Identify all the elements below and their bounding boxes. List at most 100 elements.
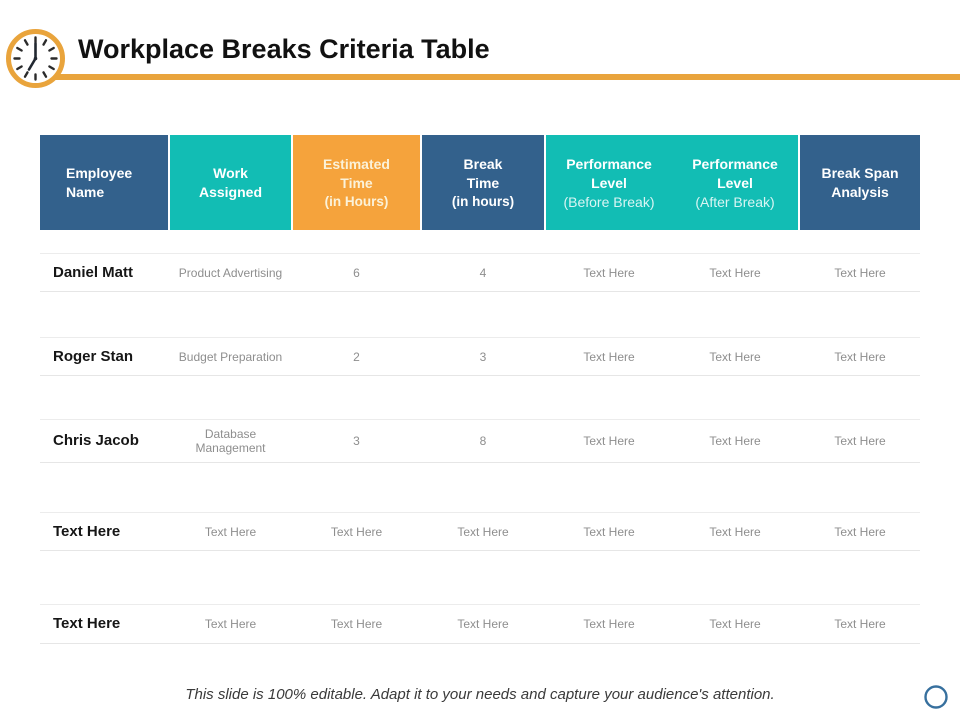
column-header-employee-name: Employee Name: [40, 135, 168, 230]
cell-text: 8: [479, 434, 487, 448]
cell-text: Product Advertising: [178, 265, 283, 280]
employee-name-cell: Daniel Matt: [40, 254, 168, 291]
column-header-sublabel: (in hours): [451, 193, 515, 209]
performance-before-cell: Text Here: [546, 513, 672, 550]
cell-text: Text Here: [709, 434, 761, 448]
cell-text: Text Here: [330, 524, 383, 539]
cell-text: Budget Preparation: [178, 349, 283, 364]
employee-name-cell: Chris Jacob: [40, 420, 168, 462]
performance-before-cell: Text Here: [546, 338, 672, 375]
estimated-time-cell: Text Here: [293, 605, 420, 643]
cell-text: Text Here: [457, 524, 509, 539]
cell-text: 2: [353, 349, 360, 364]
cell-text: Text Here: [204, 524, 257, 539]
column-header-sublabel: (After Break): [695, 193, 775, 210]
cell-text: Text Here: [583, 265, 635, 280]
cell-text: 3: [353, 434, 360, 448]
work-assigned-cell: Budget Preparation: [170, 338, 291, 375]
footer-note: This slide is 100% editable. Adapt it to…: [185, 686, 775, 703]
work-assigned-cell: Database Management: [170, 420, 291, 462]
performance-before-cell: Text Here: [546, 420, 672, 462]
cell-text: 4: [479, 265, 487, 280]
title-underline: [28, 74, 960, 80]
cell-text: Text Here: [457, 617, 509, 631]
break-time-cell: 3: [422, 338, 544, 375]
cell-text: Text Here: [834, 434, 886, 448]
employee-name-cell: Text Here: [40, 513, 168, 550]
column-header-label: Employee Name: [66, 164, 133, 200]
column-header-label: Performance Level: [692, 155, 778, 191]
break-span-cell: Text Here: [800, 513, 920, 550]
cell-text: Text Here: [330, 617, 383, 631]
table-row: Text Here Text Here Text Here Text Here …: [40, 512, 920, 551]
estimated-time-cell: 6: [293, 254, 420, 291]
estimated-time-cell: 2: [293, 338, 420, 375]
break-time-cell: 4: [422, 254, 544, 291]
column-header-label: Break Time: [463, 155, 503, 191]
break-time-cell: Text Here: [422, 513, 544, 550]
table-row: Text Here Text Here Text Here Text Here …: [40, 604, 920, 644]
work-assigned-cell: Text Here: [170, 605, 291, 643]
cell-text: Text Here: [583, 524, 635, 539]
cell-text: Chris Jacob: [53, 432, 139, 449]
cell-text: Text Here: [204, 617, 257, 631]
break-span-cell: Text Here: [800, 254, 920, 291]
cell-text: Text Here: [834, 617, 886, 631]
column-header-performance-before: Performance Level (Before Break): [546, 135, 672, 230]
cell-text: Text Here: [709, 349, 761, 364]
clock-icon: [4, 27, 67, 90]
column-header-label: Performance Level: [566, 155, 652, 191]
cell-text: Text Here: [583, 434, 635, 448]
column-header-sublabel: (in Hours): [324, 193, 389, 209]
table-row: Chris Jacob Database Management 3 8 Text…: [40, 419, 920, 463]
cell-text: Text Here: [834, 349, 886, 364]
cell-text: Text Here: [583, 349, 635, 364]
circle-outline-icon: [922, 683, 950, 711]
table-header-row: Employee Name Work Assigned Estimated Ti…: [40, 135, 920, 230]
column-header-label: Estimated Time: [323, 155, 390, 191]
performance-before-cell: Text Here: [546, 605, 672, 643]
cell-text: Database Management: [195, 427, 266, 455]
cell-text: Text Here: [834, 265, 886, 280]
estimated-time-cell: Text Here: [293, 513, 420, 550]
cell-text: Daniel Matt: [53, 263, 134, 281]
break-span-cell: Text Here: [800, 420, 920, 462]
performance-after-cell: Text Here: [672, 605, 798, 643]
column-header-performance-after: Performance Level (After Break): [672, 135, 798, 230]
column-header-break-span-analysis: Break Span Analysis: [800, 135, 920, 230]
cell-text: Text Here: [709, 524, 761, 539]
estimated-time-cell: 3: [293, 420, 420, 462]
cell-text: Text Here: [53, 522, 121, 540]
cell-text: 6: [353, 265, 360, 280]
column-header-label: Break Span Analysis: [821, 164, 899, 200]
cell-text: Text Here: [709, 265, 761, 280]
break-span-cell: Text Here: [800, 605, 920, 643]
table-row: Roger Stan Budget Preparation 2 3 Text H…: [40, 337, 920, 376]
performance-after-cell: Text Here: [672, 338, 798, 375]
cell-text: 3: [479, 349, 487, 364]
column-header-work-assigned: Work Assigned: [170, 135, 291, 230]
cell-text: Text Here: [834, 524, 886, 539]
performance-after-cell: Text Here: [672, 420, 798, 462]
table-row: Daniel Matt Product Advertising 6 4 Text…: [40, 253, 920, 292]
performance-after-cell: Text Here: [672, 513, 798, 550]
work-assigned-cell: Product Advertising: [170, 254, 291, 291]
break-time-cell: Text Here: [422, 605, 544, 643]
column-header-estimated-time: Estimated Time (in Hours): [293, 135, 420, 230]
work-assigned-cell: Text Here: [170, 513, 291, 550]
column-header-label: Work Assigned: [198, 164, 262, 200]
break-time-cell: 8: [422, 420, 544, 462]
break-span-cell: Text Here: [800, 338, 920, 375]
page-title: Workplace Breaks Criteria Table: [78, 34, 490, 64]
column-header-sublabel: (Before Break): [563, 193, 655, 210]
employee-name-cell: Text Here: [40, 605, 168, 643]
employee-name-cell: Roger Stan: [40, 338, 168, 375]
cell-text: Text Here: [53, 615, 121, 632]
cell-text: Roger Stan: [53, 347, 134, 365]
column-header-break-time: Break Time (in hours): [422, 135, 544, 230]
cell-text: Text Here: [583, 617, 635, 631]
performance-after-cell: Text Here: [672, 254, 798, 291]
performance-before-cell: Text Here: [546, 254, 672, 291]
cell-text: Text Here: [709, 617, 761, 631]
